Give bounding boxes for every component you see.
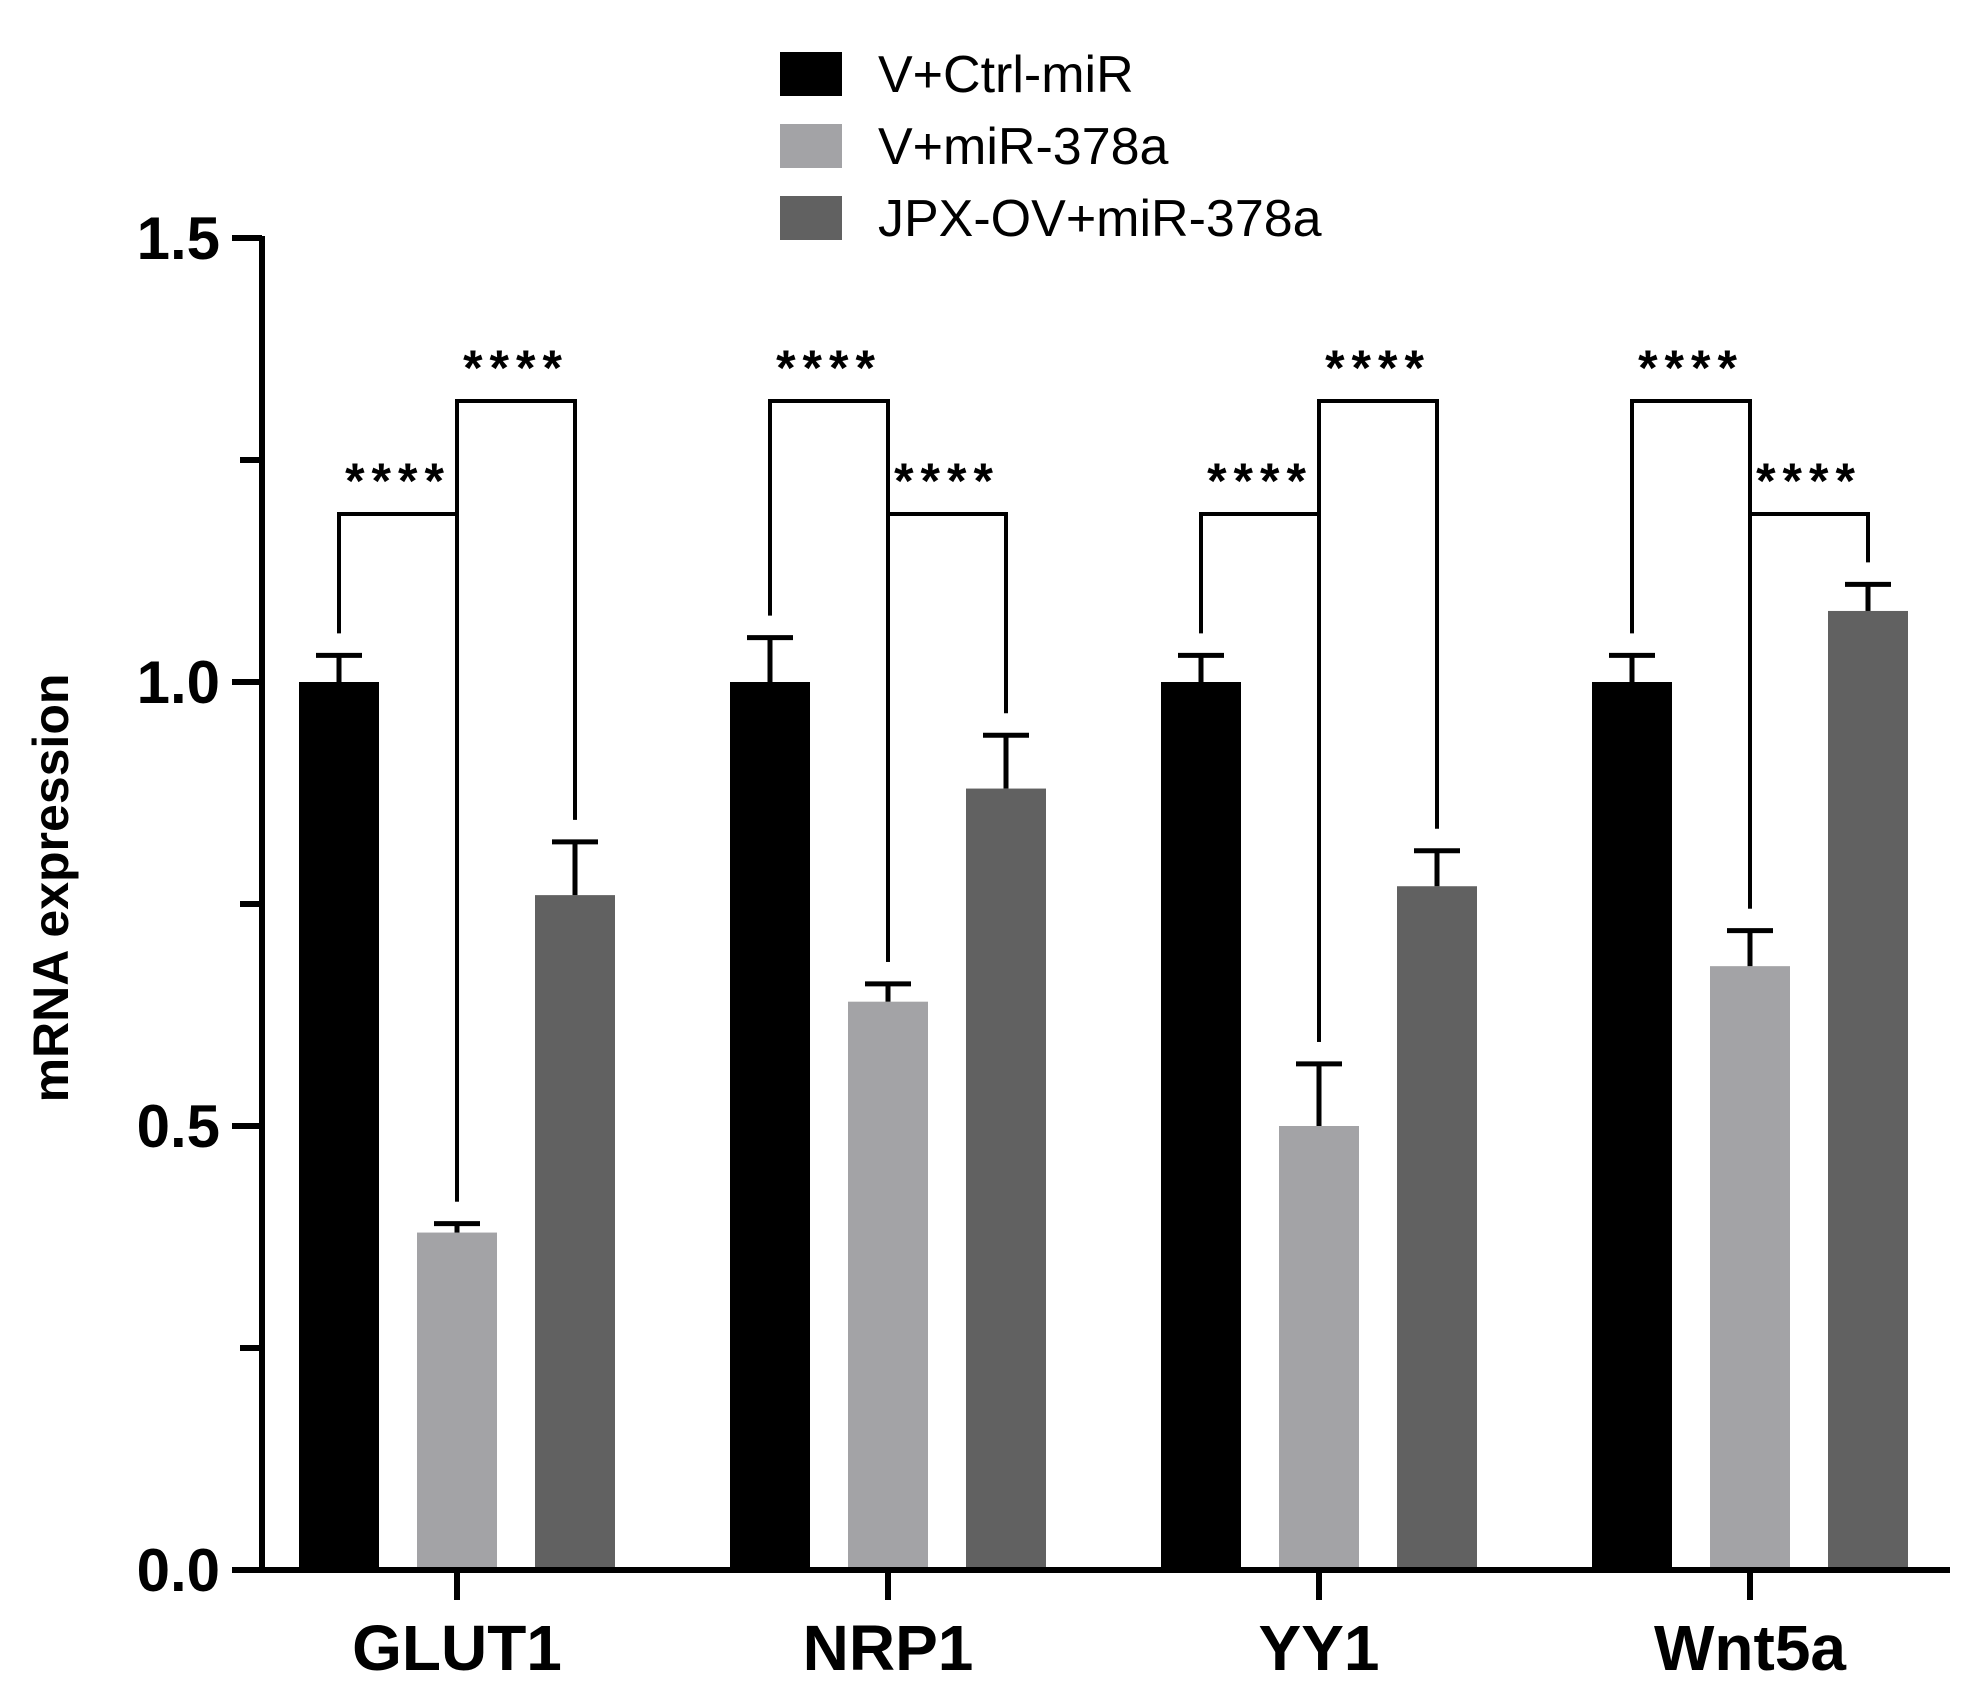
legend-swatch-3	[780, 196, 842, 240]
y-tick-label: 1.0	[137, 649, 220, 716]
x-tick-label-wnt5a: Wnt5a	[1654, 1612, 1846, 1684]
legend-swatch-1	[780, 52, 842, 96]
bar-nrp1-series-1	[730, 682, 810, 1570]
significance-bracket	[1748, 512, 1870, 909]
x-tick-label-nrp1: NRP1	[803, 1612, 974, 1684]
bar-nrp1-series-3	[966, 788, 1046, 1570]
significance-label: ****	[1756, 453, 1862, 509]
significance-bracket	[1317, 399, 1439, 1042]
significance-label: ****	[345, 453, 451, 509]
bar-wnt5a-series-3	[1828, 610, 1908, 1570]
y-axis-title: mRNA expression	[23, 674, 79, 1103]
significance-label: ****	[1207, 453, 1313, 509]
significance-bracket	[455, 399, 577, 1202]
bars	[299, 581, 1908, 1570]
y-tick-label: 1.5	[137, 205, 220, 272]
significance-label: ****	[1638, 340, 1744, 396]
x-tick-label-yy1: YY1	[1259, 1612, 1380, 1684]
significance-brackets: **** **** **** **** **** **** **** ****	[337, 340, 1870, 1202]
significance-label: ****	[894, 453, 1000, 509]
legend-swatch-2	[780, 124, 842, 168]
legend: V+Ctrl-miR V+miR-378a JPX-OV+miR-378a	[780, 46, 1322, 248]
bar-yy1-series-1	[1161, 682, 1241, 1570]
bar-wnt5a-series-1	[1592, 682, 1672, 1570]
bar-glut1-series-3	[535, 895, 615, 1570]
bar-nrp1-series-2	[848, 1001, 928, 1570]
y-tick-label: 0.5	[137, 1093, 220, 1160]
legend-label-3: JPX-OV+miR-378a	[878, 190, 1322, 248]
significance-label: ****	[776, 340, 882, 396]
significance-label: ****	[463, 340, 569, 396]
x-tick-label-glut1: GLUT1	[352, 1612, 562, 1684]
bar-glut1-series-1	[299, 682, 379, 1570]
significance-label: ****	[1325, 340, 1431, 396]
bar-yy1-series-3	[1397, 886, 1477, 1570]
significance-bracket	[886, 512, 1008, 962]
bar-wnt5a-series-2	[1710, 966, 1790, 1570]
legend-label-2: V+miR-378a	[878, 118, 1169, 176]
bar-yy1-series-2	[1279, 1126, 1359, 1570]
legend-label-1: V+Ctrl-miR	[878, 46, 1134, 104]
bar-glut1-series-2	[417, 1232, 497, 1570]
axes: 0.0 0.5 1.0 1.5 GLUT1 NRP1 YY1 Wnt5a	[137, 205, 1950, 1684]
y-tick-label: 0.0	[137, 1537, 220, 1604]
